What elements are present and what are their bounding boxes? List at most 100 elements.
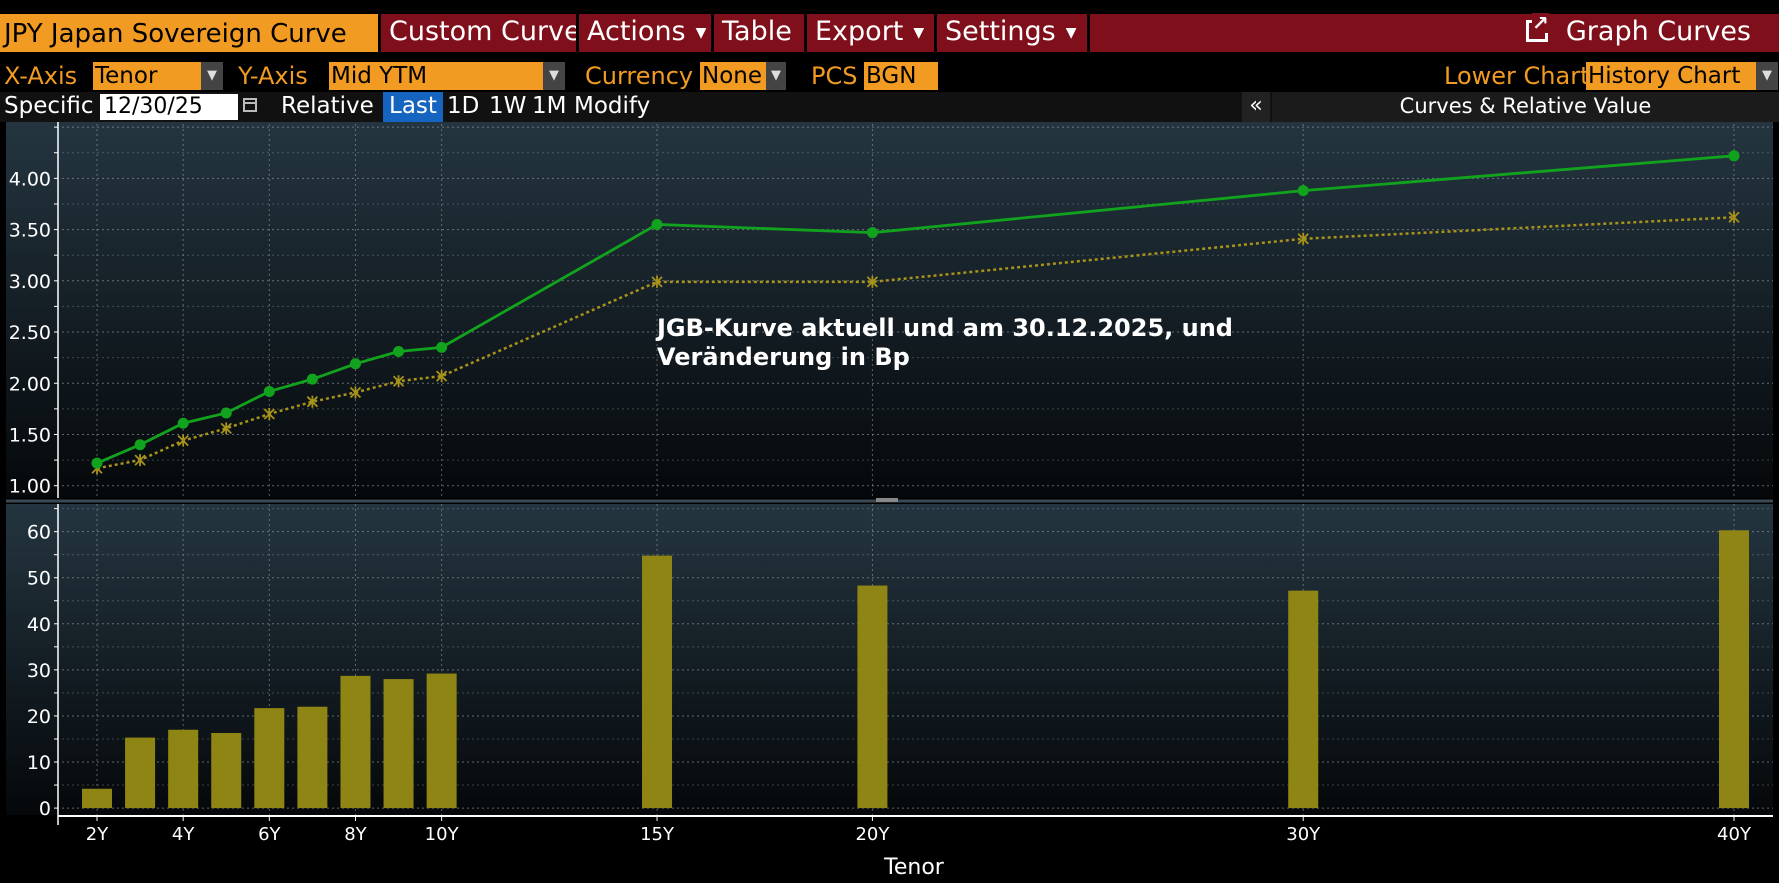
x-tick-label: 2Y bbox=[86, 824, 109, 845]
lower-y-tick-label: 0 bbox=[39, 798, 51, 820]
current-curve-point bbox=[306, 373, 318, 385]
previous-curve-point bbox=[1297, 232, 1309, 245]
change-bar bbox=[297, 706, 328, 809]
1m-button[interactable]: 1M bbox=[532, 93, 567, 119]
modify-button[interactable]: Modify bbox=[574, 93, 651, 119]
change-bar bbox=[211, 732, 242, 809]
relative-label: Relative bbox=[281, 93, 374, 119]
x-tick-label: 8Y bbox=[344, 824, 367, 845]
export-label: Export bbox=[815, 16, 904, 47]
chevron-down-icon[interactable]: ▼ bbox=[766, 62, 786, 90]
curve-title: JPY Japan Sovereign Curve bbox=[4, 19, 347, 49]
curve-title-field[interactable]: JPY Japan Sovereign Curve bbox=[0, 14, 378, 52]
previous-curve-point bbox=[435, 370, 448, 383]
previous-curve-point bbox=[866, 275, 879, 288]
change-bar bbox=[254, 708, 285, 809]
actions-label: Actions bbox=[587, 16, 686, 47]
pcs-label: PCS bbox=[811, 62, 858, 90]
change-bar bbox=[426, 673, 457, 809]
axis-controls: X-Axis Tenor ▼ Y-Axis Mid YTM ▼ Currency… bbox=[0, 60, 1779, 92]
external-link-icon bbox=[1525, 13, 1549, 42]
upper-y-tick-label: 2.50 bbox=[9, 322, 51, 344]
upper-y-tick-label: 3.50 bbox=[9, 220, 51, 242]
yaxis-select[interactable]: Mid YTM bbox=[329, 62, 543, 90]
lower-chart-select[interactable]: History Chart bbox=[1586, 62, 1756, 90]
curves-relative-value-panel[interactable]: Curves & Relative Value bbox=[1272, 92, 1779, 122]
upper-y-tick-label: 3.00 bbox=[9, 271, 51, 293]
previous-curve-point bbox=[220, 422, 232, 435]
upper-y-tick-label: 1.50 bbox=[9, 424, 51, 446]
change-bar bbox=[125, 737, 156, 809]
x-tick-label: 15Y bbox=[640, 824, 675, 845]
lower-y-tick-label: 10 bbox=[27, 752, 51, 774]
pane-resize-handle[interactable] bbox=[876, 498, 898, 502]
menu-fill bbox=[1090, 14, 1779, 52]
current-curve-point bbox=[393, 345, 405, 357]
settings-menu[interactable]: Settings ▼ bbox=[937, 14, 1087, 52]
upper-y-tick-label: 1.00 bbox=[9, 476, 51, 498]
x-tick-label: 40Y bbox=[1717, 824, 1752, 845]
current-curve-point bbox=[177, 417, 189, 429]
actions-menu[interactable]: Actions ▼ bbox=[579, 14, 711, 52]
previous-curve-point bbox=[651, 275, 663, 288]
yield-curves bbox=[91, 150, 1740, 475]
lower-grid bbox=[62, 504, 1773, 815]
date-input[interactable]: 12/30/25 bbox=[100, 94, 238, 120]
currency-select[interactable]: None bbox=[700, 62, 766, 90]
change-bar bbox=[1719, 530, 1749, 809]
export-menu[interactable]: Export ▼ bbox=[807, 14, 934, 52]
lower-y-tick-label: 40 bbox=[27, 614, 51, 636]
yaxis-label: Y-Axis bbox=[238, 62, 308, 90]
chevron-down-icon[interactable]: ▼ bbox=[543, 62, 565, 90]
menu-bar: JPY Japan Sovereign Curve Custom Curve A… bbox=[0, 13, 1779, 52]
annotation-line-2: Veränderung in Bp bbox=[657, 343, 910, 371]
change-bar bbox=[857, 585, 888, 809]
x-tick-label: 30Y bbox=[1286, 824, 1321, 845]
calendar-icon[interactable] bbox=[243, 98, 257, 112]
change-bar bbox=[82, 788, 112, 809]
table-button[interactable]: Table bbox=[714, 14, 804, 52]
current-curve-point bbox=[1728, 150, 1740, 162]
caret-down-icon: ▼ bbox=[1065, 24, 1077, 41]
graph-curves-label: Graph Curves bbox=[1565, 16, 1751, 47]
date-controls: Specific 12/30/25 Relative Last 1D 1W 1M… bbox=[0, 92, 1779, 122]
specific-label: Specific bbox=[4, 93, 94, 119]
current-curve-point bbox=[436, 341, 448, 353]
curve-chart: 4.00 3.50 3.00 2.50 2.00 1.50 1.00 60 50 40 30 20 10… bbox=[0, 122, 1779, 883]
last-button[interactable]: Last bbox=[383, 92, 443, 122]
lower-y-tick-label: 60 bbox=[27, 522, 51, 544]
graph-curves-button[interactable]: Graph Curves bbox=[1525, 13, 1751, 52]
annotation-line-1: JGB-Kurve aktuell und am 30.12.2025, und bbox=[655, 314, 1233, 342]
current-curve-point bbox=[1297, 185, 1309, 197]
lower-y-tick-label: 20 bbox=[27, 706, 51, 728]
x-tick-label: 20Y bbox=[855, 824, 890, 845]
upper-y-tick-label: 4.00 bbox=[9, 168, 51, 190]
chevron-down-icon[interactable]: ▼ bbox=[1756, 62, 1778, 90]
previous-curve-point bbox=[1728, 211, 1740, 224]
settings-label: Settings bbox=[945, 16, 1056, 47]
upper-y-tick-label: 2.00 bbox=[9, 373, 51, 395]
previous-curve-point bbox=[349, 386, 362, 399]
upper-plot-background bbox=[6, 122, 1773, 498]
lower-y-tick-label: 50 bbox=[27, 568, 51, 590]
change-bar bbox=[168, 729, 199, 809]
current-curve-point bbox=[651, 218, 663, 230]
xaxis-select[interactable]: Tenor bbox=[93, 62, 201, 90]
current-curve-point bbox=[263, 385, 275, 397]
change-bar bbox=[642, 555, 673, 809]
current-curve-point bbox=[134, 439, 146, 451]
previous-curve-point bbox=[306, 395, 319, 408]
1w-button[interactable]: 1W bbox=[489, 93, 527, 119]
custom-curve-label: Custom Curve bbox=[389, 16, 576, 47]
change-bar bbox=[1288, 590, 1319, 809]
table-label: Table bbox=[722, 16, 792, 47]
change-bar bbox=[383, 679, 414, 809]
1d-button[interactable]: 1D bbox=[447, 93, 480, 119]
lower-y-tick-label: 30 bbox=[27, 660, 51, 682]
collapse-panel-icon[interactable]: « bbox=[1242, 92, 1270, 122]
previous-curve-point bbox=[134, 454, 146, 467]
custom-curve-button[interactable]: Custom Curve bbox=[381, 14, 576, 52]
chevron-down-icon[interactable]: ▼ bbox=[201, 62, 223, 90]
current-curve-point bbox=[91, 457, 103, 469]
pcs-field[interactable]: BGN bbox=[864, 62, 938, 90]
